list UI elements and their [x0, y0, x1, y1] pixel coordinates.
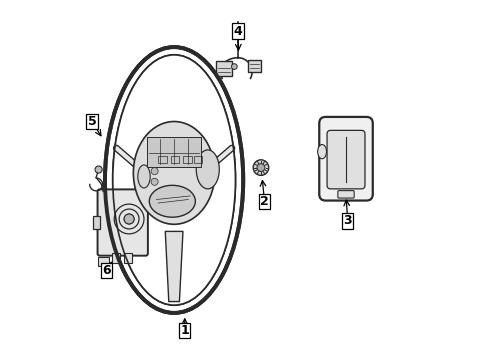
FancyBboxPatch shape: [98, 189, 148, 256]
Polygon shape: [165, 231, 183, 302]
Text: 5: 5: [88, 115, 96, 128]
FancyBboxPatch shape: [147, 137, 201, 167]
Circle shape: [95, 166, 102, 173]
FancyBboxPatch shape: [98, 257, 109, 266]
Text: 1: 1: [180, 324, 189, 337]
Ellipse shape: [113, 55, 235, 305]
Ellipse shape: [318, 145, 326, 159]
Circle shape: [232, 64, 237, 69]
Circle shape: [124, 214, 134, 224]
Ellipse shape: [196, 150, 220, 189]
Ellipse shape: [138, 165, 150, 188]
FancyBboxPatch shape: [338, 191, 354, 198]
FancyBboxPatch shape: [248, 60, 261, 72]
Circle shape: [151, 168, 158, 175]
Circle shape: [253, 160, 269, 175]
Ellipse shape: [113, 55, 235, 305]
Circle shape: [151, 178, 158, 185]
Ellipse shape: [133, 122, 215, 224]
Text: 3: 3: [343, 214, 352, 227]
FancyBboxPatch shape: [327, 130, 365, 189]
Text: 2: 2: [260, 195, 269, 208]
FancyBboxPatch shape: [112, 253, 120, 264]
FancyBboxPatch shape: [216, 61, 232, 76]
Text: 6: 6: [102, 264, 111, 277]
Circle shape: [257, 164, 265, 171]
Ellipse shape: [149, 185, 196, 217]
FancyBboxPatch shape: [93, 216, 100, 229]
Text: 4: 4: [234, 24, 242, 38]
FancyBboxPatch shape: [319, 117, 373, 201]
FancyBboxPatch shape: [124, 253, 132, 264]
